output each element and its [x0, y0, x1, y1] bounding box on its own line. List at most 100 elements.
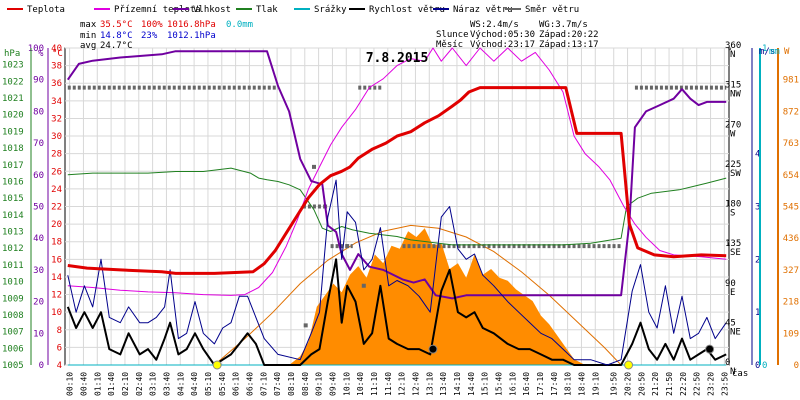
- solar-radiation-area: [289, 228, 586, 365]
- x-tick-label: 12:40: [411, 372, 420, 396]
- pressure-tick-label: 1015: [2, 194, 24, 204]
- x-tick-label: 14:40: [467, 372, 476, 396]
- x-tick-label: 17:40: [550, 372, 559, 396]
- x-tick-label: 06:10: [232, 372, 241, 396]
- sun-label: Slunce: [436, 30, 469, 40]
- wind-dir-tick-compass: SW: [730, 169, 741, 179]
- wind-gust-line: [67, 179, 727, 366]
- temperature-tick-label: 40: [51, 44, 62, 54]
- humidity-line: [66, 50, 727, 300]
- x-tick-label: 16:40: [522, 372, 531, 396]
- humidity-tick-label: 90: [33, 76, 44, 86]
- wind-speed-tick-label: 2: [755, 255, 760, 265]
- x-tick-label: 21:50: [665, 372, 674, 396]
- wind-speed-tick-label: 1: [755, 308, 760, 318]
- pressure-tick-label: 1021: [2, 94, 24, 104]
- x-tick-label: 15:10: [481, 372, 490, 396]
- wind-direction-dot: [345, 244, 350, 249]
- stat-max-hum: 100%: [141, 20, 163, 30]
- stat-avg-temp: 24.7°C: [100, 41, 133, 51]
- x-tick-label: 12:10: [398, 372, 407, 396]
- sunrise-marker: [212, 360, 222, 370]
- legend-label: Srážky: [314, 5, 347, 15]
- moon-set: Západ:13:17: [539, 40, 599, 50]
- pressure-tick-label: 1010: [2, 278, 24, 288]
- series-layer: [66, 47, 727, 366]
- pressure-line: [67, 167, 727, 246]
- humidity-tick-label: 40: [33, 234, 44, 244]
- wind-dir-tick-value: 225: [725, 160, 741, 170]
- pressure-tick-label: 1005: [2, 361, 24, 371]
- stats-block: max 35.5°C 100% 1016.8hPa 0.0mm min 14.8…: [80, 20, 253, 51]
- temperature-tick-label: 22: [51, 203, 62, 213]
- stat-avg-label: avg: [80, 41, 96, 51]
- pressure-tick-label: 1014: [2, 211, 24, 221]
- x-tick-label: 07:40: [273, 372, 282, 396]
- x-tick-label: 04:10: [176, 372, 185, 396]
- x-tick-label: 09:40: [328, 372, 337, 396]
- x-tick-label: 10:40: [356, 372, 365, 396]
- pressure-tick-label: 1007: [2, 328, 24, 338]
- pressure-tick-label: 1009: [2, 294, 24, 304]
- stat-max-temp: 35.5°C: [100, 20, 133, 30]
- temperature-tick-label: 32: [51, 114, 62, 124]
- temperature-tick-label: 4: [57, 361, 62, 371]
- rain-tick-label: 0: [762, 361, 767, 371]
- stat-min-label: min: [80, 31, 96, 41]
- x-tick-label: 23:50: [720, 372, 729, 396]
- x-tick-label: 20:50: [637, 372, 646, 396]
- x-tick-label: 11:40: [384, 372, 393, 396]
- solar-tick-label: 436: [783, 234, 799, 244]
- x-tick-label: 00:40: [79, 372, 88, 396]
- unit-percent: %: [38, 49, 44, 59]
- x-tick-label: 19:50: [610, 372, 619, 396]
- wind-direction-dot: [312, 164, 316, 169]
- temperature-tick-label: 12: [51, 291, 62, 301]
- solar-tick-label: 327: [783, 266, 799, 276]
- x-tick-label: 18:10: [564, 372, 573, 396]
- temperature-tick-label: 36: [51, 79, 62, 89]
- humidity-tick-label: 60: [33, 171, 44, 181]
- solar-tick-label: 109: [783, 329, 799, 339]
- temperature-tick-label: 14: [51, 273, 62, 283]
- x-tick-label: 21:20: [651, 372, 660, 396]
- sun-rise: Východ:05:30: [470, 30, 535, 40]
- rain-tick-label: 1: [762, 44, 767, 54]
- solar-tick-label: 872: [783, 107, 799, 117]
- temperature-tick-label: 20: [51, 220, 62, 230]
- stat-min-hum: 23%: [141, 31, 158, 41]
- wind-dir-tick-value: 135: [725, 239, 741, 249]
- x-tick-label: 13:10: [425, 372, 434, 396]
- unit-celsius: °C: [52, 49, 63, 59]
- unit-degree: °: [727, 47, 732, 57]
- pressure-tick-label: 1019: [2, 127, 24, 137]
- legend-label: Směr větru: [525, 5, 579, 15]
- stat-min-press: 1012.1hPa: [167, 31, 216, 41]
- stat-min-temp: 14.8°C: [100, 31, 133, 41]
- x-tick-label: 00:10: [66, 372, 75, 396]
- solar-tick-label: 218: [783, 298, 799, 308]
- moonrise-marker: [428, 344, 438, 354]
- wind-dir-tick-compass: NW: [730, 90, 741, 100]
- x-tick-label: 01:10: [93, 372, 102, 396]
- stat-max-label: max: [80, 20, 97, 30]
- pressure-tick-label: 1011: [2, 261, 24, 271]
- wind-speed-line: [66, 258, 727, 366]
- x-tick-label: 11:10: [370, 372, 379, 396]
- x-tick-label: 03:10: [149, 372, 158, 396]
- temperature-tick-label: 10: [51, 308, 62, 318]
- x-tick-label: 18:40: [577, 372, 586, 396]
- x-tick-label: 08:10: [287, 372, 296, 396]
- wind-dir-tick-compass: W: [730, 129, 736, 139]
- x-tick-label: 10:10: [342, 372, 351, 396]
- unit-mm: mm: [769, 47, 780, 57]
- wind-dir-tick-compass: NE: [730, 327, 741, 337]
- sunset-marker: [624, 360, 634, 370]
- moonset-marker: [705, 344, 715, 354]
- wind-direction-dot: [361, 283, 366, 288]
- marker-layer: [212, 344, 715, 370]
- pressure-tick-label: 1022: [2, 77, 24, 87]
- x-tick-label: 02:10: [121, 372, 130, 396]
- stat-max-rain: 0.0mm: [226, 20, 253, 30]
- x-tick-label: 08:40: [301, 372, 310, 396]
